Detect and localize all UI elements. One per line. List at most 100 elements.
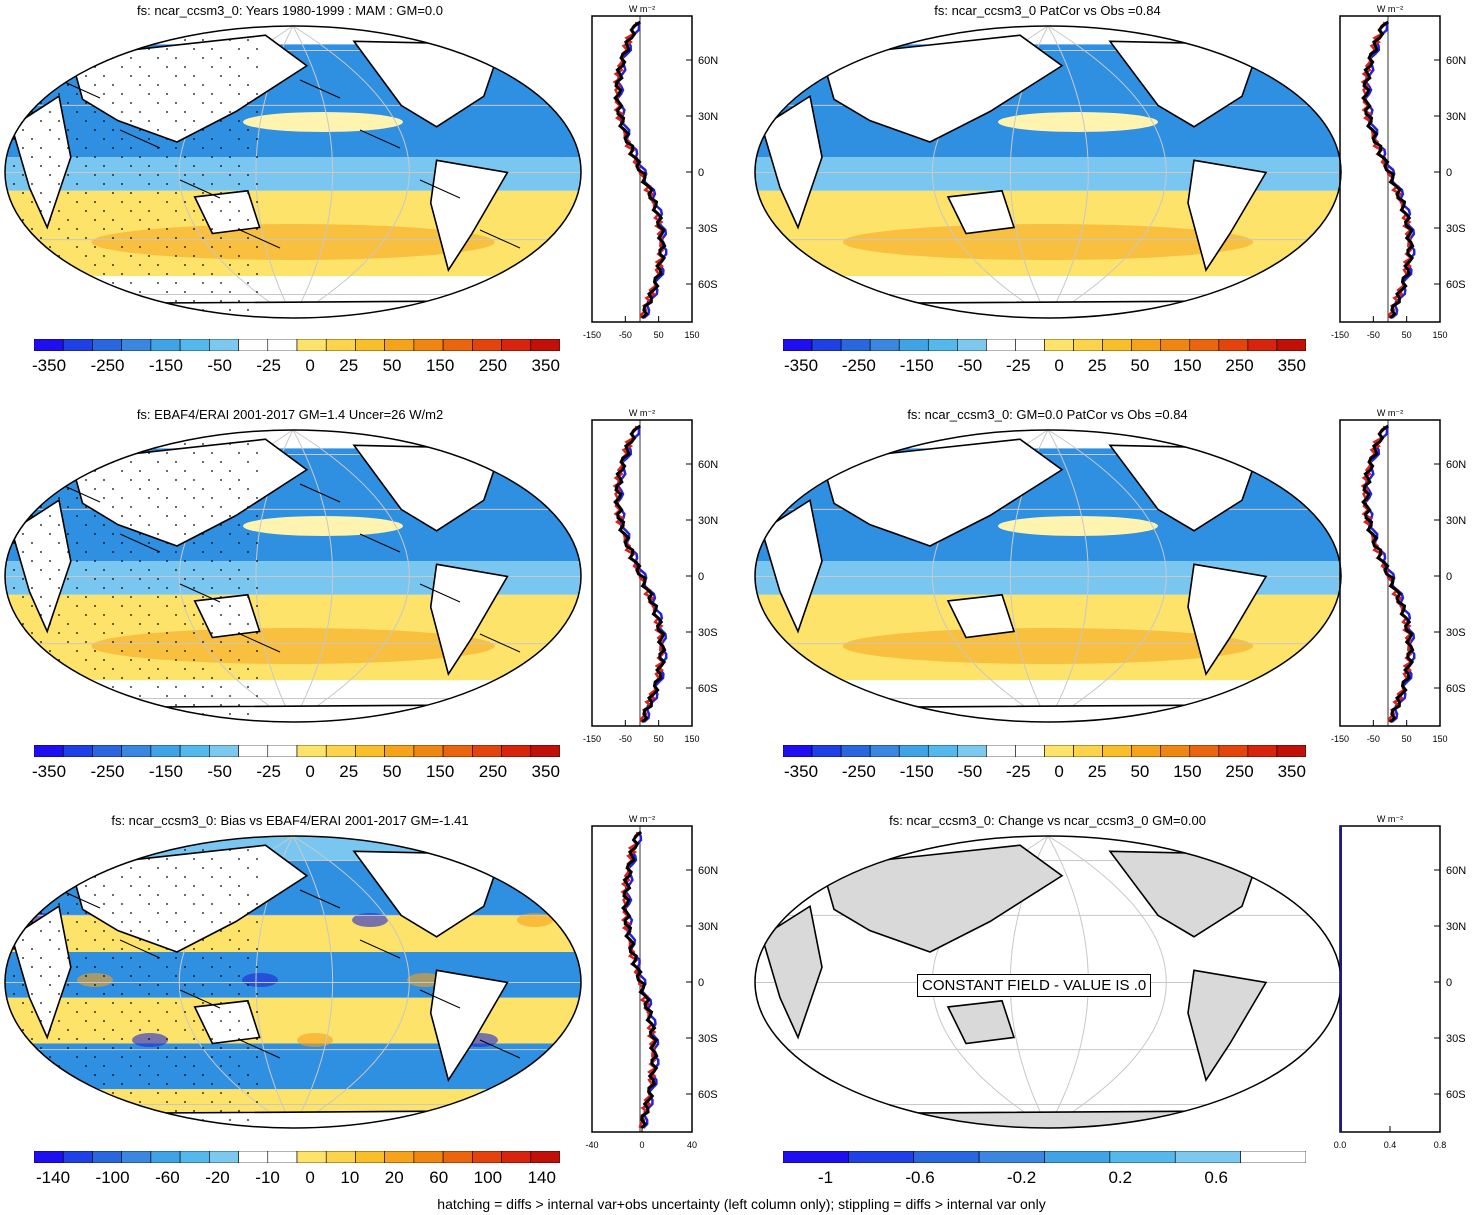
colorbar-swatch xyxy=(442,745,473,757)
stipple-dot xyxy=(148,614,150,616)
profile-frame xyxy=(591,419,693,727)
stipple-dot xyxy=(94,560,96,562)
stipple-dot xyxy=(13,885,15,887)
stipple-dot xyxy=(148,228,150,230)
stipple-dot xyxy=(130,930,132,932)
stipple-dot xyxy=(130,614,132,616)
stipple-dot xyxy=(238,479,240,481)
stipple-dot xyxy=(256,291,258,293)
stipple-dot xyxy=(166,201,168,203)
stipple-dot xyxy=(31,228,33,230)
profile-line-black xyxy=(1361,424,1415,724)
stipple-dot xyxy=(247,174,249,176)
stipple-dot xyxy=(130,912,132,914)
stipple-dot xyxy=(49,129,51,131)
colorbar-swatch xyxy=(179,745,210,757)
stipple-dot xyxy=(67,713,69,715)
stipple-dot xyxy=(247,84,249,86)
stipple-dot xyxy=(229,1011,231,1013)
map-panel-change xyxy=(754,835,1342,1129)
stipple-dot xyxy=(112,1029,114,1031)
profile-lat-label: 60N xyxy=(698,865,718,877)
stipple-dot xyxy=(85,461,87,463)
stipple-dot xyxy=(229,488,231,490)
profile-x-label: -50 xyxy=(1367,734,1380,744)
stipple-dot xyxy=(121,1056,123,1058)
colorbar-swatch xyxy=(1102,745,1132,757)
hatch-line xyxy=(419,583,461,603)
stipple-dot xyxy=(85,912,87,914)
stipple-dot xyxy=(193,228,195,230)
stipple-dot xyxy=(103,542,105,544)
stipple-dot xyxy=(220,300,222,302)
stipple-dot xyxy=(22,641,24,643)
stipple-dot xyxy=(94,1011,96,1013)
stipple-dot xyxy=(139,488,141,490)
stipple-dot xyxy=(85,282,87,284)
stipple-dot xyxy=(166,993,168,995)
stipple-dot xyxy=(139,605,141,607)
stipple-dot xyxy=(103,1038,105,1040)
stipple-dot xyxy=(58,165,60,167)
stipple-dot xyxy=(238,183,240,185)
colorbar-swatch xyxy=(1240,1151,1306,1163)
stipple-dot xyxy=(184,668,186,670)
profile-lat-label: 0 xyxy=(1446,977,1452,989)
profile-frame xyxy=(1339,419,1441,727)
profile-lat-label: 30N xyxy=(698,515,718,527)
continent xyxy=(946,999,1016,1045)
stipple-dot xyxy=(193,273,195,275)
stipple-dot xyxy=(85,524,87,526)
stipple-dot xyxy=(85,641,87,643)
stipple-dot xyxy=(40,75,42,77)
stipple-dot xyxy=(139,264,141,266)
stipple-dot xyxy=(229,291,231,293)
stipple-dot xyxy=(94,156,96,158)
colorbar-swatch xyxy=(1044,745,1074,757)
profile-lat-label: 60S xyxy=(1446,279,1466,291)
stipple-dot xyxy=(193,120,195,122)
stipple-dot xyxy=(166,921,168,923)
stipple-dot xyxy=(220,524,222,526)
colorbar-tick-label: 0 xyxy=(305,356,315,375)
stipple-dot xyxy=(13,975,15,977)
stipple-dot xyxy=(94,515,96,517)
stipple-dot xyxy=(58,273,60,275)
stipple-dot xyxy=(175,282,177,284)
colorbar-swatch xyxy=(267,339,298,351)
stipple-dot xyxy=(157,894,159,896)
stipple-dot xyxy=(247,264,249,266)
stipple-dot xyxy=(184,560,186,562)
stipple-dot xyxy=(256,858,258,860)
stipple-dot xyxy=(193,452,195,454)
stipple-dot xyxy=(67,488,69,490)
stipple-dot xyxy=(103,452,105,454)
stipple-dot xyxy=(49,578,51,580)
stipple-dot xyxy=(166,1083,168,1085)
stipple-dot xyxy=(13,165,15,167)
stipple-dot xyxy=(85,885,87,887)
stipple-dot xyxy=(103,975,105,977)
stipple-dot xyxy=(121,632,123,634)
stipple-dot xyxy=(139,876,141,878)
longitude-line xyxy=(292,26,410,318)
stipple-dot xyxy=(238,903,240,905)
stipple-dot xyxy=(157,939,159,941)
stipple-dot xyxy=(175,957,177,959)
stipple-dot xyxy=(121,48,123,50)
stipple-dot xyxy=(229,156,231,158)
stipple-dot xyxy=(49,605,51,607)
stipple-dot xyxy=(148,569,150,571)
stipple-dot xyxy=(49,849,51,851)
colorbar-labels: -350 -250 -150 -50 -25 0 25 50 150 250 3… xyxy=(32,762,560,782)
stipple-dot xyxy=(247,533,249,535)
stipple-dot xyxy=(112,894,114,896)
stipple-dot xyxy=(139,129,141,131)
stipple-dot xyxy=(85,1110,87,1112)
stipple-dot xyxy=(139,84,141,86)
stipple-dot xyxy=(103,255,105,257)
stipple-dot xyxy=(247,912,249,914)
panel-title: fs: ncar_ccsm3_0 PatCor vs Obs =0.84 xyxy=(934,3,1161,18)
colorbar-swatch xyxy=(209,1151,239,1163)
stipple-dot xyxy=(184,291,186,293)
